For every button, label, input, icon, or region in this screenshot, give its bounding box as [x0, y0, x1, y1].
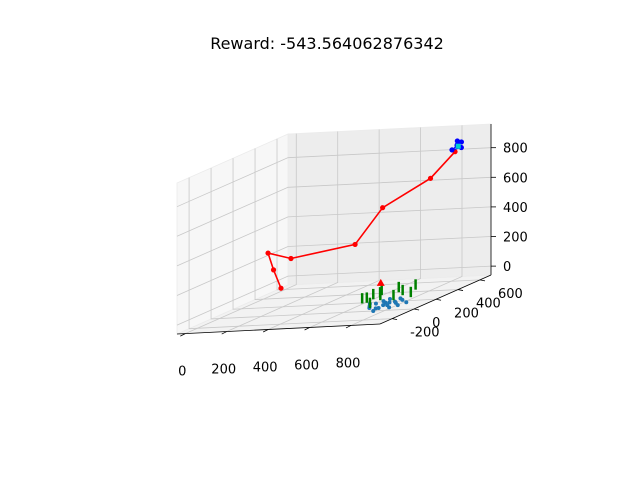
- grid-lines: [176, 125, 492, 334]
- trajectory-point: [352, 241, 358, 248]
- trajectory-point: [265, 250, 271, 256]
- grid-line-x: [267, 129, 380, 330]
- x-axis-line: [176, 323, 381, 335]
- x-tick-label: 800: [336, 356, 361, 371]
- chart-title: Reward: -543.564062876342: [210, 34, 444, 53]
- grid-line-z: [176, 236, 492, 296]
- y-tick-label: 0: [432, 316, 440, 331]
- x-tick-label: 0: [178, 365, 186, 380]
- z-tick-label: 400: [503, 201, 528, 216]
- data-marks: [265, 138, 465, 314]
- start-marker: [376, 278, 385, 286]
- grid-line-z: [176, 176, 492, 237]
- ground-point: [404, 300, 409, 305]
- trajectory-line: [266, 151, 456, 289]
- grid-line-z: [176, 265, 492, 326]
- z-tick-label: 800: [503, 142, 528, 157]
- ground-point: [376, 305, 381, 310]
- ground-point: [395, 303, 400, 308]
- ground-point: [373, 306, 378, 311]
- grid-line-x: [350, 125, 463, 326]
- x-tick: [345, 325, 352, 329]
- y-tick-label: 200: [454, 306, 479, 321]
- z-tick-label: 200: [503, 231, 528, 246]
- grid-line-y: [276, 138, 481, 291]
- trajectory-point: [427, 175, 434, 181]
- grid-line-x: [185, 133, 297, 334]
- trajectory-point: [288, 255, 294, 262]
- x-tick-label: 200: [211, 363, 236, 378]
- ground-point: [392, 299, 397, 304]
- y-tick-label: 400: [476, 297, 501, 312]
- x-tick: [180, 333, 186, 337]
- trajectory-point: [270, 267, 277, 273]
- grid-line-z: [176, 206, 492, 267]
- x-tick: [262, 329, 269, 333]
- grid-line-z: [176, 147, 492, 208]
- target-cluster-point: [449, 147, 455, 153]
- ground-point: [398, 296, 403, 301]
- grid-line-x: [309, 127, 421, 328]
- ground-point: [387, 300, 392, 305]
- x-tick: [221, 331, 227, 335]
- trajectory-point: [278, 285, 284, 291]
- grid-line-y: [254, 148, 459, 300]
- y-tick-label: -200: [410, 326, 440, 341]
- trajectory-point: [380, 205, 386, 211]
- grid-line-y: [188, 177, 393, 330]
- ground-point: [387, 305, 392, 310]
- y-axis-line: [379, 274, 492, 325]
- y-tick-label: 600: [498, 287, 523, 302]
- target-cluster-point: [458, 139, 465, 145]
- x-tick-label: 400: [253, 361, 278, 376]
- y-tick: [457, 289, 464, 291]
- grid-line-x: [226, 131, 339, 332]
- x-tick: [304, 327, 310, 331]
- ground-point: [373, 301, 378, 306]
- z-tick-label: 0: [503, 260, 511, 275]
- x-tick-label: 600: [294, 358, 319, 373]
- z-tick-label: 600: [503, 171, 528, 186]
- ground-point: [371, 309, 376, 314]
- target-marker: [455, 143, 461, 149]
- axis-lines: [176, 124, 496, 337]
- ground-point: [381, 303, 386, 308]
- ground-point: [381, 299, 386, 304]
- grid-line-y: [210, 167, 415, 320]
- target-cluster-point: [454, 138, 460, 144]
- ground-point: [387, 297, 392, 302]
- y-tick: [413, 308, 420, 311]
- y-tick: [479, 279, 486, 282]
- y-tick: [435, 298, 442, 301]
- y-tick: [392, 318, 398, 321]
